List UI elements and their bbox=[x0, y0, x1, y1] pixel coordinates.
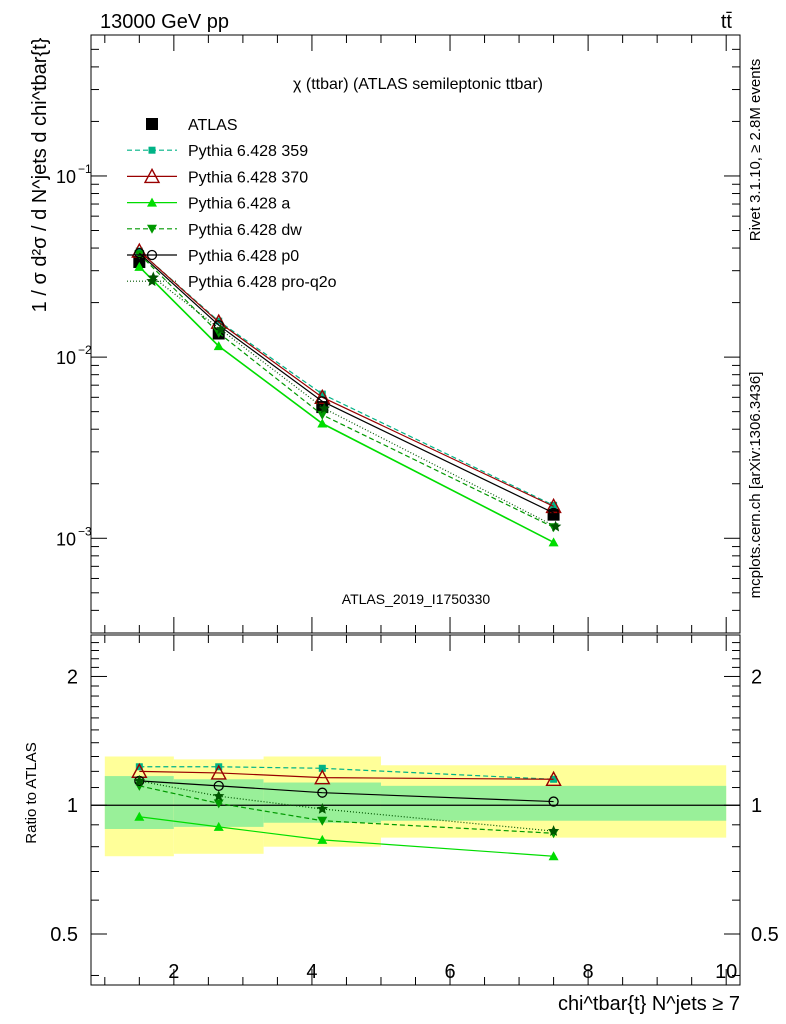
legend-label: Pythia 6.428 p0 bbox=[188, 248, 299, 265]
series-line bbox=[152, 277, 556, 528]
y-tick-label-right: 1 bbox=[751, 795, 762, 817]
ratio-data-point bbox=[135, 763, 143, 771]
x-tick-label: 2 bbox=[168, 961, 179, 983]
data-point bbox=[134, 261, 145, 271]
ratio-data-point bbox=[213, 821, 224, 831]
legend-label: ATLAS bbox=[188, 117, 238, 134]
uncertainty-band-inner bbox=[380, 785, 727, 821]
ratio-data-point bbox=[545, 770, 562, 786]
data-point bbox=[213, 341, 224, 351]
series-line bbox=[138, 253, 554, 528]
ratio-data-point bbox=[317, 834, 328, 844]
data-point bbox=[314, 388, 331, 405]
ratio-data-point bbox=[133, 774, 145, 786]
ratio-series-line bbox=[139, 770, 554, 780]
rivet-label: Rivet 3.1.10, ≥ 2.8M events bbox=[747, 59, 764, 242]
legend-label: Pythia 6.428 359 bbox=[188, 143, 308, 160]
header-right: tt̄ bbox=[721, 11, 733, 33]
y-tick-label-right: 0.5 bbox=[751, 924, 779, 946]
legend-label: Pythia 6.428 dw bbox=[188, 222, 302, 239]
x-axis-label: chi^tbar{t} N^jets ≥ 7 bbox=[558, 993, 740, 1015]
y-tick-label: 10 bbox=[56, 348, 76, 368]
ratio-series-line bbox=[139, 785, 554, 834]
y-tick-label-right: 2 bbox=[751, 666, 762, 688]
y-tick-exponent: −2 bbox=[78, 343, 92, 357]
legend-marker bbox=[148, 146, 156, 154]
legend-marker bbox=[146, 249, 158, 261]
uncertainty-band-inner bbox=[263, 782, 381, 823]
legend-marker bbox=[146, 275, 158, 287]
ratio-data-point bbox=[314, 769, 331, 785]
data-point bbox=[134, 247, 145, 259]
data-point bbox=[548, 537, 559, 547]
y-tick-exponent: −3 bbox=[78, 524, 92, 538]
ratio-data-point bbox=[210, 764, 227, 780]
legend-marker bbox=[143, 167, 161, 184]
y-tick-label: 1 bbox=[67, 795, 78, 817]
y-tick-label: 10 bbox=[56, 167, 76, 187]
ratio-data-point bbox=[134, 811, 145, 821]
mcplots-label: mcplots.cern.ch [arXiv:1306.3436] bbox=[747, 372, 764, 599]
series-line bbox=[138, 252, 554, 514]
data-point bbox=[317, 418, 328, 428]
ratio-series-line bbox=[139, 780, 554, 803]
y-tick-label: 0.5 bbox=[50, 924, 78, 946]
legend-label: Pythia 6.428 a bbox=[188, 196, 290, 213]
ratio-series-line bbox=[139, 766, 554, 780]
legend-label: Pythia 6.428 370 bbox=[188, 169, 308, 186]
ratio-data-point bbox=[317, 816, 328, 826]
legend-label: Pythia 6.428 pro-q2o bbox=[188, 274, 337, 291]
header-left: 13000 GeV pp bbox=[100, 11, 229, 33]
ratio-y-axis-label: Ratio to ATLAS bbox=[23, 742, 40, 843]
main-y-axis-label: 1 / σ d²σ / d N^jets d chi^tbar{t} bbox=[29, 37, 51, 312]
x-tick-label: 6 bbox=[444, 961, 455, 983]
data-point bbox=[215, 323, 227, 335]
data-point bbox=[547, 508, 560, 521]
data-point bbox=[548, 507, 559, 519]
data-point bbox=[318, 402, 330, 414]
ratio-data-point bbox=[213, 790, 225, 801]
ratio-data-point bbox=[548, 796, 559, 807]
data-point bbox=[317, 396, 328, 407]
ratio-data-point bbox=[318, 764, 326, 772]
x-tick-label: 8 bbox=[583, 961, 594, 983]
y-tick-label: 2 bbox=[67, 666, 78, 688]
data-point bbox=[317, 410, 328, 420]
data-point bbox=[318, 390, 326, 398]
legend-marker bbox=[147, 197, 157, 207]
series-line bbox=[138, 266, 554, 544]
ratio-series-line bbox=[139, 816, 554, 857]
x-tick-label: 4 bbox=[306, 961, 317, 983]
ratio-data-point bbox=[547, 825, 560, 836]
legend-marker bbox=[147, 224, 157, 234]
watermark: ATLAS_2019_I1750330 bbox=[342, 591, 491, 607]
legend-marker bbox=[146, 118, 158, 130]
series-line bbox=[138, 250, 554, 507]
x-tick-label: 10 bbox=[715, 961, 737, 983]
data-point bbox=[550, 501, 558, 509]
chart-title: χ (ttbar) (ATLAS semileptonic ttbar) bbox=[293, 76, 543, 93]
ratio-data-point bbox=[316, 803, 328, 814]
ratio-data-point bbox=[317, 787, 328, 798]
ratio-data-point bbox=[213, 799, 224, 809]
y-tick-label: 10 bbox=[56, 529, 76, 549]
y-tick-exponent: −1 bbox=[78, 162, 92, 176]
ratio-data-point bbox=[548, 851, 559, 861]
data-point bbox=[549, 520, 562, 532]
